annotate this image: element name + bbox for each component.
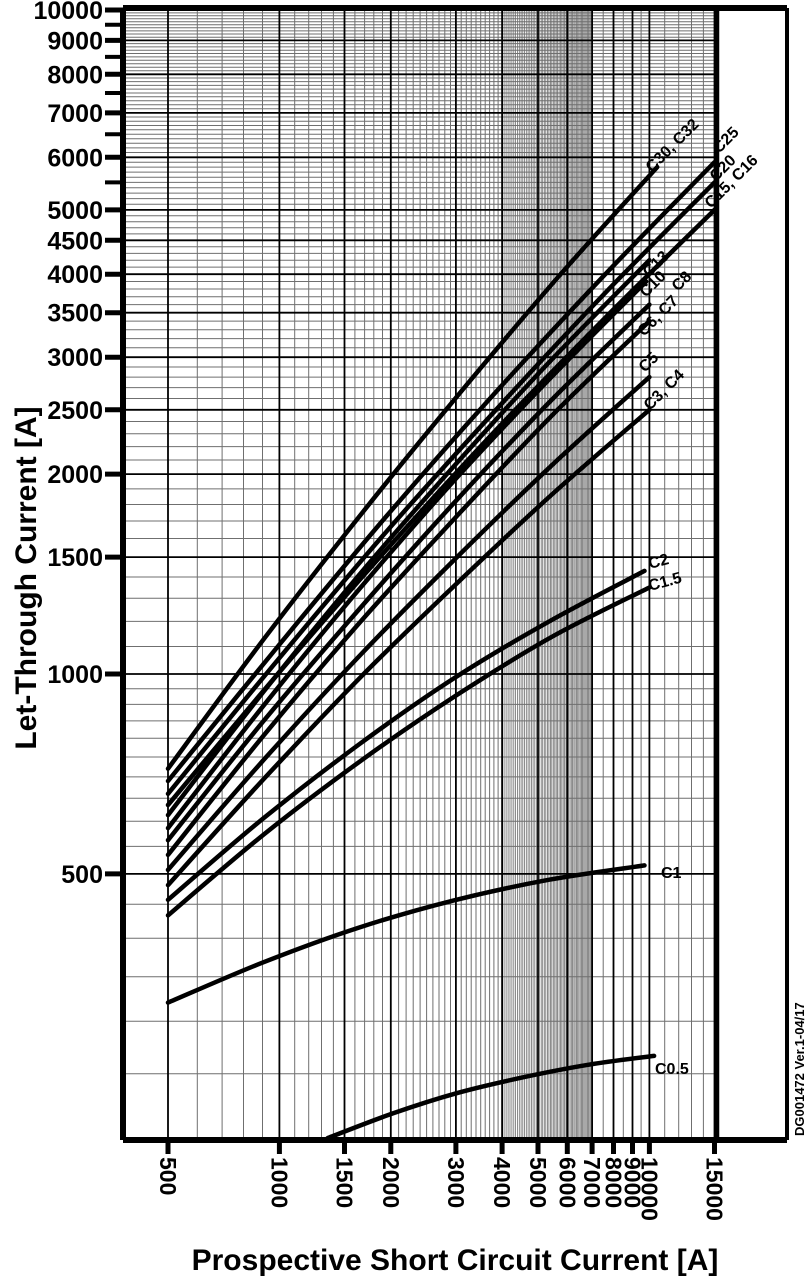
y-tick-label: 3000: [47, 344, 103, 372]
y-tick-label: 5000: [47, 197, 103, 225]
curve-c30-c32: [165, 164, 660, 771]
curve-c2: [165, 568, 647, 903]
curves-layer: [165, 159, 717, 1141]
curve-c1: [165, 863, 647, 1005]
x-tick-label: 8000: [601, 1157, 627, 1208]
y-tick-label: 1500: [47, 544, 103, 572]
curve-label-c2: C2: [647, 551, 671, 573]
x-tick-label: 6000: [554, 1157, 580, 1208]
curve-c6-c7: [165, 318, 652, 858]
curve-c0.5: [325, 1053, 657, 1141]
y-tick-label: 10000: [33, 0, 103, 25]
y-tick-label: 9000: [47, 27, 103, 55]
x-axis-title: Prospective Short Circuit Current [A]: [192, 1244, 719, 1277]
y-tick-label: 3500: [47, 300, 103, 328]
frame-layer: [120, 5, 789, 1143]
grid-layer: [123, 8, 717, 1140]
x-tick-label: 9000: [620, 1157, 646, 1208]
curve-c3-c4: [165, 407, 652, 888]
curve-c5: [165, 374, 652, 873]
ticks-layer: 5001000150020002500300035004000450050006…: [33, 0, 727, 1221]
doc-ref-note: DG001472 Ver.1-04/17: [792, 1002, 807, 1136]
x-tick-label: 500: [155, 1157, 181, 1195]
curve-c20: [165, 180, 717, 797]
y-tick-label: 4000: [47, 261, 103, 289]
curve-label-c5: C5: [636, 349, 663, 376]
curve-c8: [165, 302, 652, 843]
x-tick-label: 5000: [525, 1157, 551, 1208]
curve-label-c6-c7: C6, C7: [635, 293, 682, 340]
y-tick-label: 8000: [47, 61, 103, 89]
y-tick-label: 6000: [47, 144, 103, 172]
curve-c25: [165, 159, 717, 784]
curve-c1.5: [165, 585, 652, 918]
curve-label-c1: C1: [661, 865, 682, 882]
x-tick-label: 3000: [443, 1157, 469, 1208]
x-tick-label: 10000: [636, 1157, 662, 1221]
y-tick-label: 4500: [47, 227, 103, 255]
curve-c15-c16: [165, 207, 717, 808]
y-tick-label: 7000: [47, 100, 103, 128]
x-tick-label: 7000: [579, 1157, 605, 1208]
y-tick-label: 500: [61, 861, 103, 889]
x-tick-label: 15000: [702, 1157, 728, 1221]
x-tick-label: 1500: [332, 1157, 358, 1208]
curve-label-c0.5: C0.5: [655, 1061, 689, 1078]
y-axis-title: Let-Through Current [A]: [10, 406, 43, 749]
y-tick-label: 1000: [47, 661, 103, 689]
y-tick-label: 2000: [47, 461, 103, 489]
x-tick-label: 4000: [489, 1157, 515, 1208]
curve-c10: [165, 279, 649, 831]
y-tick-label: 2500: [47, 397, 103, 425]
x-tick-label: 1000: [266, 1157, 292, 1208]
x-tick-label: 2000: [378, 1157, 404, 1208]
